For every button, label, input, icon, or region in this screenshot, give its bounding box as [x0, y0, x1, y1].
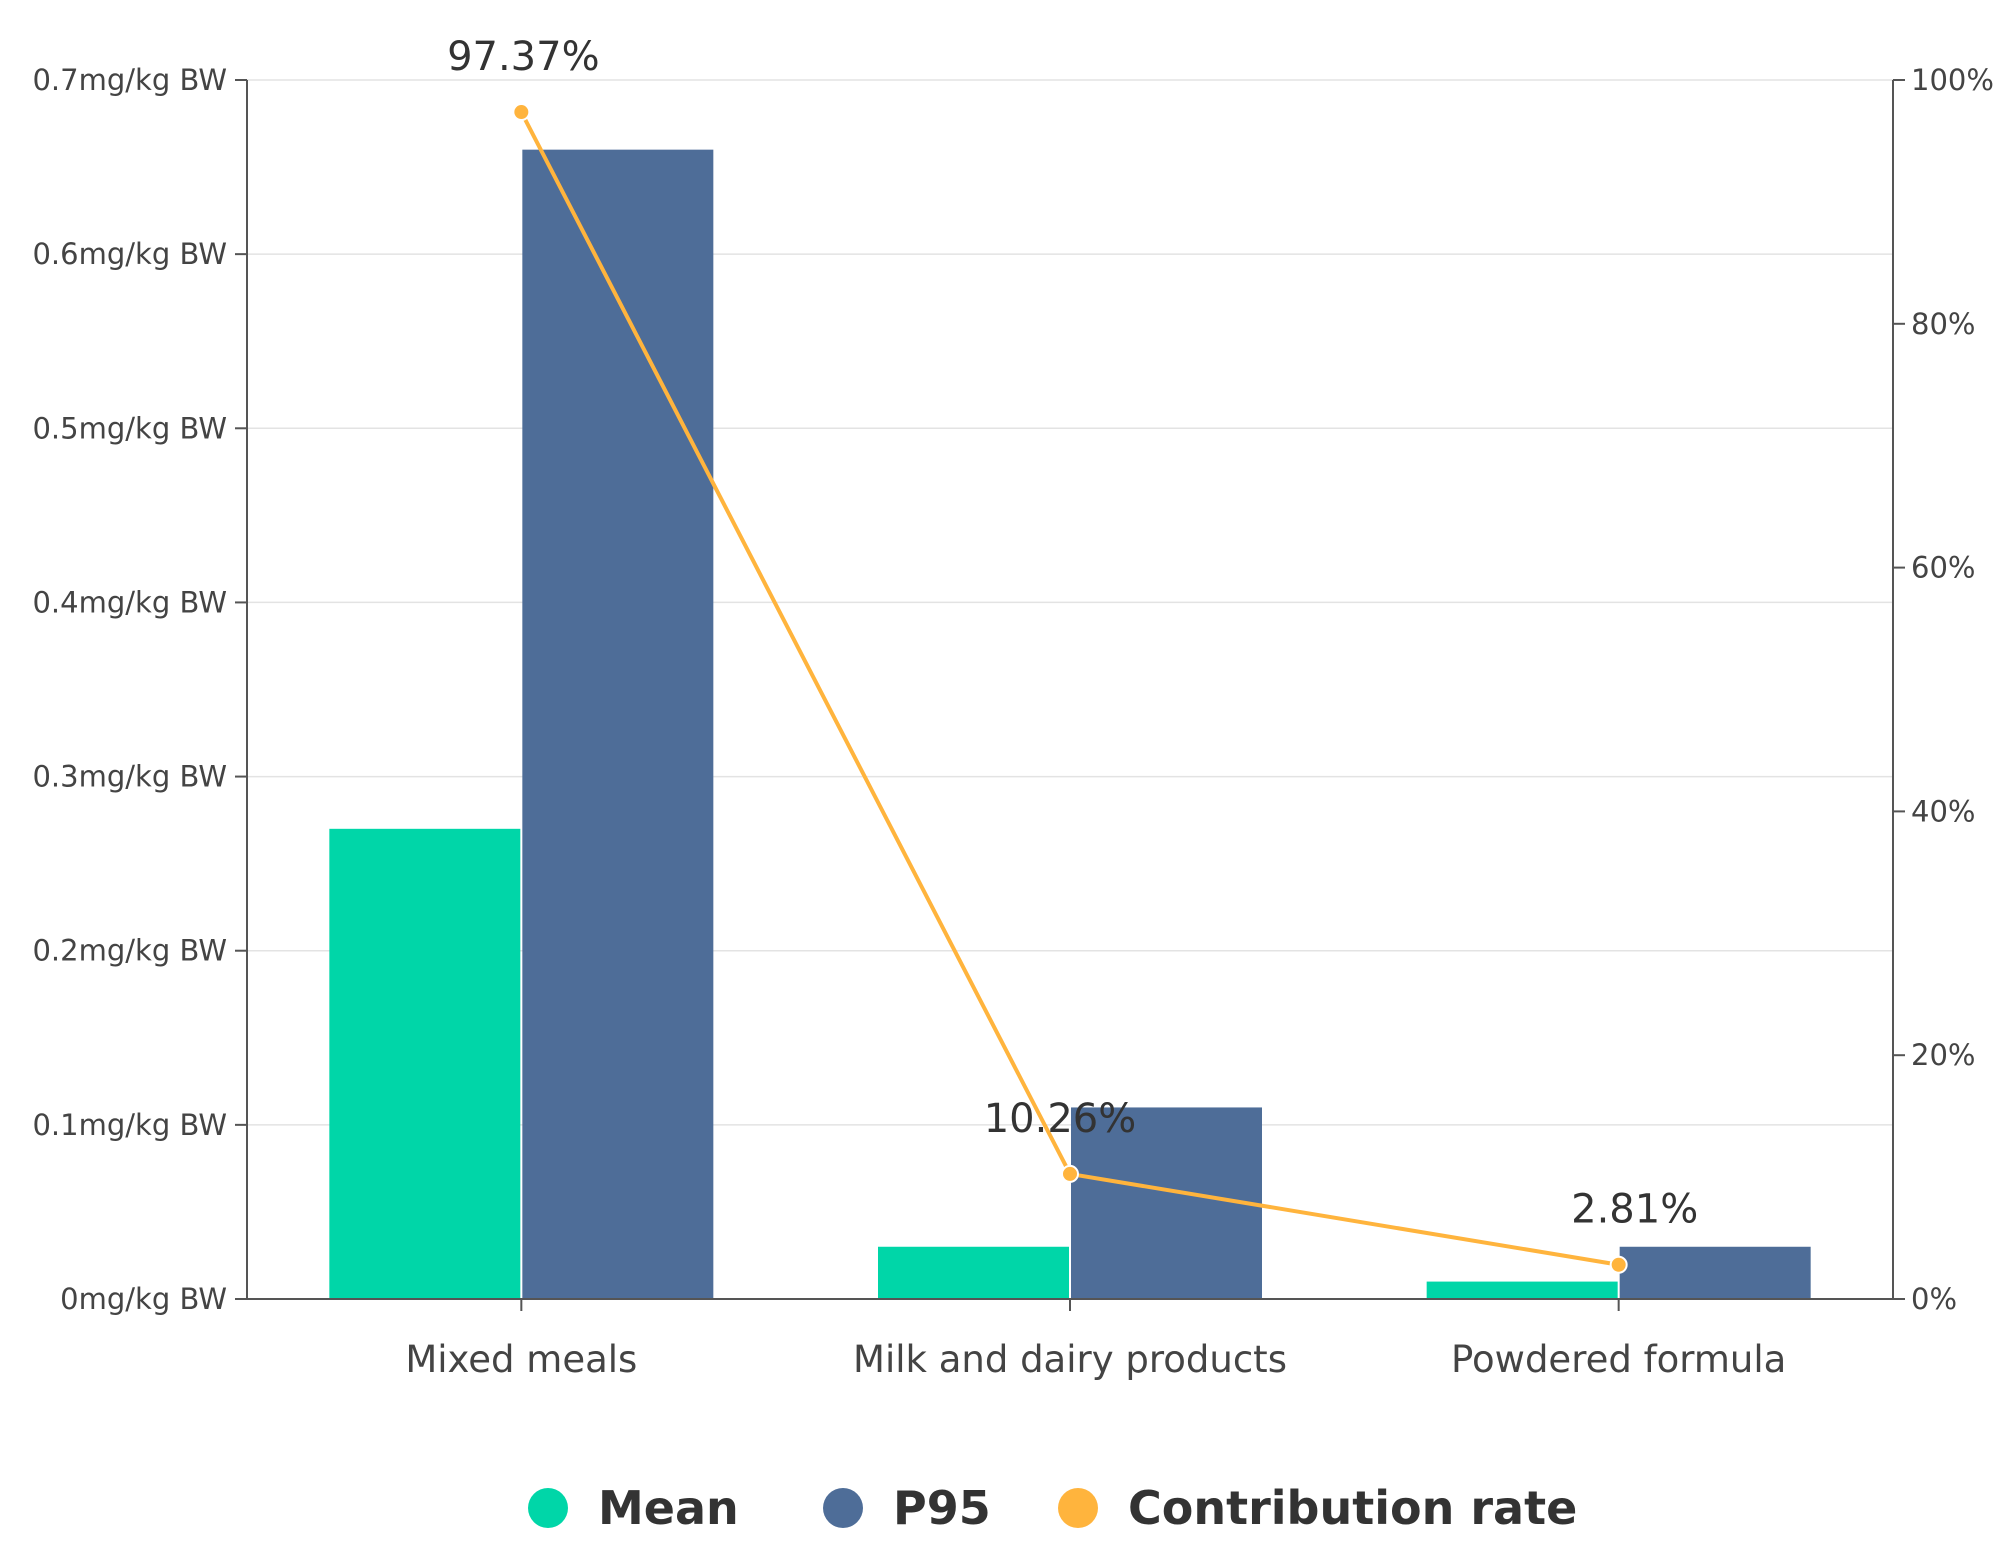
y-tick-label-left: 0.2mg/kg BW [32, 934, 227, 968]
x-tick-label: Milk and dairy products [853, 1338, 1287, 1381]
data-label-contribution: 97.37% [447, 34, 600, 80]
y-tick-label-right: 100% [1911, 63, 1994, 97]
y-tick-label-right: 80% [1911, 307, 1975, 341]
y-tick-label-left: 0.5mg/kg BW [32, 411, 227, 445]
legend-label: P95 [893, 1481, 991, 1535]
y-tick-label-right: 60% [1911, 551, 1975, 585]
y-tick-label-left: 0.6mg/kg BW [32, 237, 227, 271]
data-label-contribution: 10.26% [984, 1096, 1137, 1142]
y-tick-label-right: 40% [1911, 794, 1975, 828]
point-contribution-2 [1609, 1255, 1628, 1274]
gridlines [247, 79, 1893, 1126]
y-tick-label-left: 0.3mg/kg BW [32, 760, 227, 794]
data-label-contribution: 2.81% [1571, 1187, 1698, 1233]
y-tick-label-left: 0mg/kg BW [60, 1282, 227, 1316]
legend-label: Contribution rate [1128, 1481, 1577, 1535]
y-tick-label-right: 0% [1911, 1282, 1957, 1316]
bar-p95-0 [522, 149, 714, 1300]
legend-marker-0 [528, 1488, 568, 1528]
point-contribution-0 [512, 103, 531, 122]
bar-mean-1 [878, 1246, 1069, 1299]
legend-marker-2 [1058, 1488, 1098, 1528]
legend-label: Mean [598, 1481, 739, 1535]
x-tick-label: Mixed meals [405, 1338, 637, 1381]
bar-p95-1 [1071, 1107, 1262, 1299]
x-tick-label: Powdered formula [1451, 1338, 1786, 1381]
legend: Mean P95 Contribution rate [528, 1481, 1577, 1535]
y-tick-label-left: 0.7mg/kg BW [32, 63, 227, 97]
y-tick-label-right: 20% [1911, 1038, 1975, 1072]
bar-mean-0 [329, 828, 521, 1299]
point-contribution-1 [1061, 1164, 1079, 1183]
legend-marker-1 [823, 1488, 863, 1528]
axes: 0mg/kg BW 0.1mg/kg BW 0.2mg/kg BW 0.3mg/kg … [32, 63, 1993, 1381]
bar-mean-2 [1426, 1281, 1618, 1299]
bar-p95-2 [1619, 1246, 1811, 1299]
y-tick-label-left: 0.4mg/kg BW [32, 585, 227, 619]
bar-series [329, 149, 1811, 1300]
y-tick-label-left: 0.1mg/kg BW [32, 1108, 227, 1142]
data-labels: 97.37% 10.26% 2.81% [447, 34, 1698, 1233]
line-series [512, 103, 1628, 1274]
